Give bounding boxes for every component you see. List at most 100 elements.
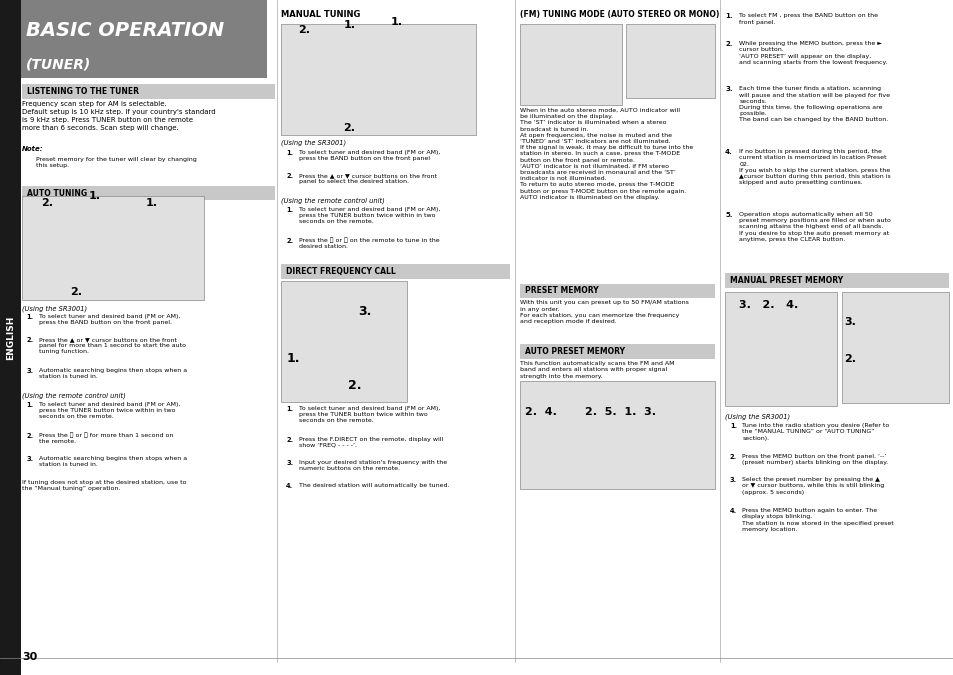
Text: Note:: Note: [22,146,44,153]
Text: Press the MEMO button on the front panel. ‘--’
(preset number) starts blinking o: Press the MEMO button on the front panel… [741,454,887,466]
Text: 1.: 1. [89,191,101,200]
Text: PRESET MEMORY: PRESET MEMORY [524,286,598,296]
Text: (Using the SR3001): (Using the SR3001) [22,305,87,312]
Text: 2.: 2. [724,41,732,47]
FancyBboxPatch shape [519,284,715,298]
Text: 3.: 3. [843,317,855,327]
Text: 2.  4.: 2. 4. [524,407,556,416]
Text: 2.: 2. [27,433,33,439]
Text: (Using the remote control unit): (Using the remote control unit) [281,198,385,205]
Text: To select tuner and desired band (FM or AM),
press the BAND button on the front : To select tuner and desired band (FM or … [298,150,439,161]
Text: 4.: 4. [724,149,732,155]
FancyBboxPatch shape [22,196,204,300]
Text: Preset memory for the tuner will clear by changing
this setup.: Preset memory for the tuner will clear b… [36,157,197,168]
FancyBboxPatch shape [519,381,715,489]
Text: The desired station will automatically be tuned.: The desired station will automatically b… [298,483,449,487]
Text: ENGLISH: ENGLISH [6,315,15,360]
Text: Automatic searching begins then stops when a
station is tuned in.: Automatic searching begins then stops wh… [39,456,187,467]
Text: 2.: 2. [70,288,82,297]
Text: 3.: 3. [724,86,732,92]
Text: Select the preset number by pressing the ▲
or ▼ cursor buttons, while this is st: Select the preset number by pressing the… [741,477,883,495]
Text: To select FM , press the BAND button on the
front panel.: To select FM , press the BAND button on … [739,14,878,25]
Text: Automatic searching begins then stops when a
station is tuned in.: Automatic searching begins then stops wh… [39,368,187,379]
FancyBboxPatch shape [519,24,621,105]
FancyBboxPatch shape [281,24,476,135]
Text: 1.: 1. [729,423,736,429]
FancyBboxPatch shape [0,0,21,675]
Text: 1.: 1. [286,150,293,156]
Text: AUTO TUNING: AUTO TUNING [27,188,87,198]
Text: Press the F.DIRECT on the remote, display will
show ‘FREQ - - - -’.: Press the F.DIRECT on the remote, displa… [298,437,442,448]
Text: LISTENING TO THE TUNER: LISTENING TO THE TUNER [27,87,138,97]
Text: 2.: 2. [348,379,361,392]
Text: 3.: 3. [286,460,293,466]
Text: 4.: 4. [729,508,736,514]
Text: 4.: 4. [286,483,293,489]
Text: 1.: 1. [391,17,403,26]
Text: To select tuner and desired band (FM or AM),
press the TUNER button twice within: To select tuner and desired band (FM or … [298,406,439,423]
Text: 3.   2.   4.: 3. 2. 4. [739,300,798,310]
FancyBboxPatch shape [22,186,274,200]
FancyBboxPatch shape [724,273,948,288]
Text: (FM) TUNING MODE (AUTO STEREO OR MONO): (FM) TUNING MODE (AUTO STEREO OR MONO) [519,10,719,19]
Text: 1.: 1. [343,20,355,30]
Text: 2.: 2. [343,124,355,133]
Text: Press the MEMO button again to enter. The
display stops blinking.
The station is: Press the MEMO button again to enter. Th… [741,508,893,532]
Text: 3.: 3. [27,368,33,374]
FancyBboxPatch shape [281,281,407,402]
Text: Tune into the radio station you desire (Refer to
the “MANUAL TUNING” or “AUTO TU: Tune into the radio station you desire (… [741,423,888,441]
FancyBboxPatch shape [625,24,715,98]
Text: Press the ⏪ or ⏩ on the remote to tune in the
desired station.: Press the ⏪ or ⏩ on the remote to tune i… [298,238,438,249]
Text: Each time the tuner finds a station, scanning
will pause and the station will be: Each time the tuner finds a station, sca… [739,86,889,122]
Text: If no button is pressed during this period, the
current station is memorized in : If no button is pressed during this peri… [739,149,890,185]
Text: 1.: 1. [286,207,293,213]
Text: (Using the SR3001): (Using the SR3001) [281,140,346,146]
Text: 3.: 3. [357,304,371,318]
Text: BASIC OPERATION: BASIC OPERATION [26,21,224,40]
Text: 3.: 3. [27,456,33,462]
Text: DIRECT FREQUENCY CALL: DIRECT FREQUENCY CALL [286,267,395,276]
Text: 1.: 1. [27,314,33,320]
Text: Press the ▲ or ▼ cursor buttons on the front
panel for more than 1 second to sta: Press the ▲ or ▼ cursor buttons on the f… [39,337,186,354]
Text: 2.: 2. [843,354,855,364]
Text: 2.: 2. [729,454,736,460]
Text: While pressing the MEMO button, press the ►
cursor button.
‘AUTO PRESET’ will ap: While pressing the MEMO button, press th… [739,41,887,65]
Text: To select tuner and desired band (FM or AM),
press the TUNER button twice within: To select tuner and desired band (FM or … [298,207,439,224]
Text: AUTO PRESET MEMORY: AUTO PRESET MEMORY [524,347,624,356]
FancyBboxPatch shape [519,344,715,359]
Text: 2.: 2. [286,437,293,443]
Text: 2.: 2. [41,198,53,207]
Text: 2.: 2. [27,337,33,343]
Text: 1.: 1. [286,406,293,412]
Text: Press the ▲ or ▼ cursor buttons on the front
panel to select the desired station: Press the ▲ or ▼ cursor buttons on the f… [298,173,436,184]
FancyBboxPatch shape [841,292,948,403]
FancyBboxPatch shape [281,264,510,279]
Text: 1.: 1. [724,14,732,20]
Text: 2.: 2. [298,26,311,35]
Text: 2.: 2. [286,238,293,244]
Text: Operation stops automatically when all 50
preset memory positions are filled or : Operation stops automatically when all 5… [739,212,890,242]
Text: If tuning does not stop at the desired station, use to
the “Manual tuning” opera: If tuning does not stop at the desired s… [22,480,186,491]
Text: Input your desired station's frequency with the
numeric buttons on the remote.: Input your desired station's frequency w… [298,460,446,471]
Text: 30: 30 [22,651,37,662]
Text: 2.  5.  1.  3.: 2. 5. 1. 3. [584,407,655,416]
FancyBboxPatch shape [22,84,274,99]
Text: 5.: 5. [724,212,732,218]
Text: With this unit you can preset up to 50 FM/AM stations
in any order.
For each sta: With this unit you can preset up to 50 F… [519,300,688,324]
FancyBboxPatch shape [21,0,267,78]
Text: To select tuner and desired band (FM or AM),
press the TUNER button twice within: To select tuner and desired band (FM or … [39,402,180,419]
Text: 1.: 1. [27,402,33,408]
Text: 2.: 2. [286,173,293,179]
Text: 3.: 3. [729,477,736,483]
Text: When in the auto stereo mode, AUTO indicator will
be illuminated on the display.: When in the auto stereo mode, AUTO indic… [519,108,693,200]
Text: MANUAL PRESET MEMORY: MANUAL PRESET MEMORY [729,275,842,285]
Text: To select tuner and desired band (FM or AM),
press the BAND button on the front : To select tuner and desired band (FM or … [39,314,180,325]
Text: Frequency scan step for AM is selectable.
Default setup is 10 kHz step. If your : Frequency scan step for AM is selectable… [22,101,215,131]
Text: (Using the SR3001): (Using the SR3001) [724,413,789,420]
Text: Press the ⏪ or ⏩ for more than 1 second on
the remote.: Press the ⏪ or ⏩ for more than 1 second … [39,433,173,444]
Text: (Using the remote control unit): (Using the remote control unit) [22,393,126,400]
Text: MANUAL TUNING: MANUAL TUNING [281,10,360,19]
Text: 1.: 1. [286,352,299,365]
Text: 1.: 1. [146,198,158,207]
Text: (TUNER): (TUNER) [26,57,91,71]
